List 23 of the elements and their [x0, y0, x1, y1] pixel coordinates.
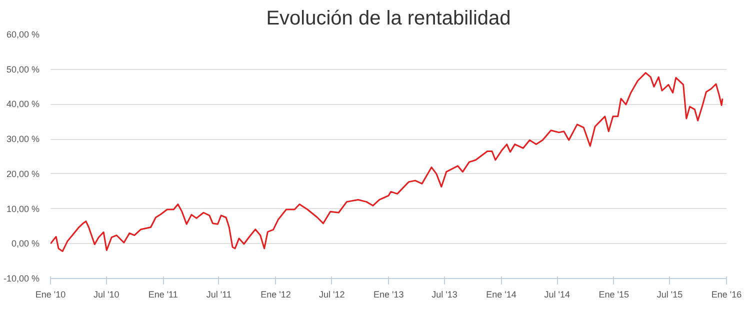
y-tick-label: -10,00 %: [3, 274, 40, 284]
y-tick-label: 20,00 %: [6, 168, 40, 179]
y-tick-label: 40,00 %: [6, 99, 40, 110]
x-tick-label: Jul '14: [544, 290, 570, 300]
x-tick-label: Ene '12: [260, 290, 291, 300]
x-tick-label: Ene '16: [711, 290, 742, 300]
x-tick-label: Ene '14: [486, 290, 516, 300]
x-tick-label: Jul '10: [93, 290, 120, 300]
y-tick-label: 50,00 %: [6, 64, 40, 74]
line-series: [50, 72, 724, 252]
x-tick-label: Jul '15: [656, 290, 683, 300]
x-tick-label: Ene '10: [35, 290, 66, 300]
x-tick-label: Jul '12: [319, 290, 345, 300]
y-tick-label: 60,00 %: [6, 30, 40, 40]
x-tick-label: Ene '13: [374, 290, 404, 300]
x-tick-label: Jul '13: [432, 290, 458, 300]
x-tick-label: Ene '11: [148, 290, 178, 300]
x-tick-label: Ene '15: [598, 290, 630, 300]
y-tick-label: 0,00 %: [11, 238, 40, 249]
y-tick-label: 10,00 %: [6, 204, 40, 214]
y-tick-label: 30,00 %: [6, 134, 40, 144]
x-tick-label: Jul '11: [206, 290, 232, 300]
chart-title: Evolución de la rentabilidad: [266, 8, 511, 30]
